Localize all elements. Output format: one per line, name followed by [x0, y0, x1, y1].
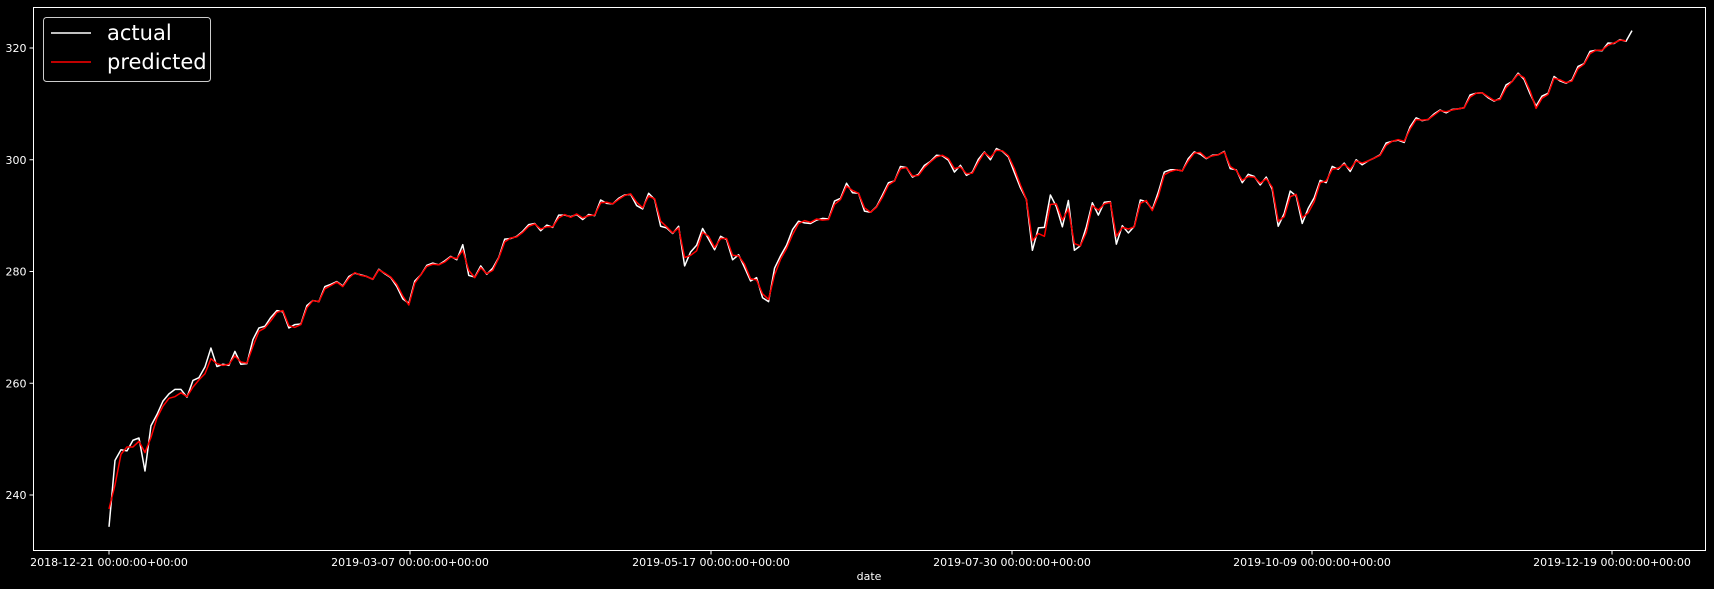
y-tick-label: 240 — [6, 489, 27, 502]
legend-label-predicted: predicted — [107, 50, 207, 74]
x-tick-label: 2019-03-07 00:00:00+00:00 — [331, 556, 489, 569]
series-line-predicted — [108, 39, 1627, 510]
plot-frame — [33, 7, 1706, 551]
x-tick-label: 2019-07-30 00:00:00+00:00 — [933, 556, 1091, 569]
y-tick-label: 320 — [6, 42, 27, 55]
y-tick-label: 300 — [6, 154, 27, 167]
y-tick-label: 280 — [6, 266, 27, 279]
x-axis: 2018-12-21 00:00:00+00:00 2019-03-07 00:0… — [30, 550, 1691, 569]
x-axis-title: date — [857, 570, 882, 583]
x-tick-label: 2019-12-19 00:00:00+00:00 — [1533, 556, 1691, 569]
x-tick-label: 2018-12-21 00:00:00+00:00 — [30, 556, 188, 569]
x-tick-label: 2019-10-09 00:00:00+00:00 — [1233, 556, 1391, 569]
legend: actual predicted — [43, 17, 211, 82]
y-tick-label: 260 — [6, 377, 27, 390]
legend-label-actual: actual — [107, 21, 172, 45]
y-axis: 240 260 280 300 320 — [6, 42, 34, 502]
series-layer — [108, 30, 1633, 527]
x-tick-label: 2019-05-17 00:00:00+00:00 — [632, 556, 790, 569]
